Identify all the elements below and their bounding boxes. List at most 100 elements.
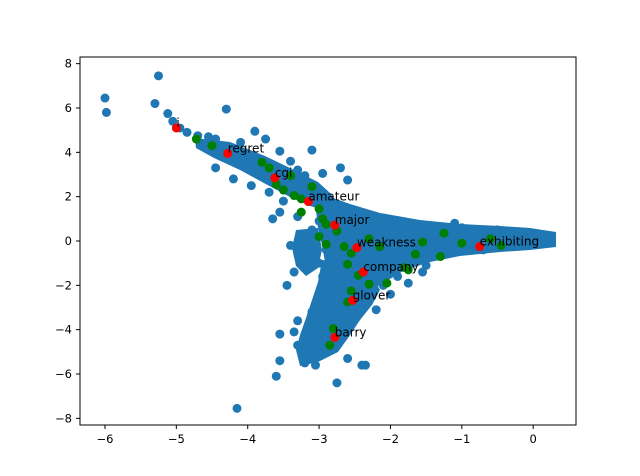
background-point xyxy=(275,207,285,217)
background-point xyxy=(353,256,363,266)
cloud-left-lobe xyxy=(292,228,322,276)
neighbor-point xyxy=(325,340,335,350)
word-label: glover xyxy=(353,288,391,302)
neighbor-point xyxy=(296,194,306,204)
background-point xyxy=(507,238,517,248)
word-label: barry xyxy=(335,325,367,339)
background-point xyxy=(500,229,510,239)
background-point xyxy=(300,171,310,181)
y-axis: −8 −6 −4 −2 0 2 4 6 8 xyxy=(55,57,80,425)
word-label: regret xyxy=(228,141,265,155)
background-point xyxy=(264,187,274,197)
background-point xyxy=(450,218,460,228)
background-point xyxy=(403,278,413,288)
neighbor-point xyxy=(346,286,356,296)
background-point xyxy=(393,216,403,226)
highlighted-point xyxy=(358,267,368,277)
y-tick-label: −6 xyxy=(55,367,72,381)
background-point xyxy=(343,175,353,185)
background-point xyxy=(211,163,221,173)
neighbor-point xyxy=(346,248,356,258)
background-point xyxy=(286,156,296,166)
background-point xyxy=(314,294,324,304)
background-point-cloud xyxy=(195,138,556,366)
background-point xyxy=(150,99,160,109)
highlighted-point xyxy=(348,295,358,305)
neighbor-point xyxy=(296,207,306,217)
word-label: amateur xyxy=(308,190,359,204)
y-tick-label: 8 xyxy=(65,57,72,71)
neighbor-point xyxy=(314,204,324,214)
background-point xyxy=(343,311,353,321)
background-point xyxy=(418,267,428,277)
neighbor-point xyxy=(382,278,392,288)
background-point xyxy=(307,307,317,317)
background-point xyxy=(278,196,288,206)
neighbor-point xyxy=(257,157,267,167)
background-point xyxy=(293,316,303,326)
highlighted-point xyxy=(270,173,280,183)
background-point xyxy=(546,236,556,246)
background-point xyxy=(101,107,111,117)
background-point xyxy=(261,134,271,144)
background-point xyxy=(286,240,296,250)
background-point xyxy=(360,360,370,370)
point-layer xyxy=(100,71,556,413)
background-point xyxy=(100,93,110,103)
background-point xyxy=(275,356,285,366)
neighbor-point xyxy=(328,324,338,334)
background-point xyxy=(168,116,178,126)
background-point xyxy=(371,249,381,259)
y-tick-label: −2 xyxy=(55,278,72,292)
background-point xyxy=(378,232,388,242)
background-point xyxy=(325,283,335,293)
background-point xyxy=(343,353,353,363)
neighbor-point xyxy=(364,234,374,244)
neighbor-point xyxy=(418,237,428,247)
neighbor-point xyxy=(264,163,274,173)
y-tick-label: −8 xyxy=(55,411,72,425)
background-point xyxy=(464,229,474,239)
background-point xyxy=(289,267,299,277)
background-point xyxy=(268,214,278,224)
word-label: cgi xyxy=(275,166,293,180)
neighbor-point xyxy=(286,171,296,181)
background-point xyxy=(311,360,321,370)
neighbor-point xyxy=(191,134,201,144)
background-point xyxy=(400,227,410,237)
neighbor-point xyxy=(321,239,331,249)
neighbor-point xyxy=(400,263,410,273)
background-point xyxy=(228,174,238,184)
neighbor-point xyxy=(343,259,353,269)
neighbor-point xyxy=(439,228,449,238)
background-point xyxy=(236,137,246,147)
background-point xyxy=(300,358,310,368)
background-point xyxy=(289,327,299,337)
background-point xyxy=(282,280,292,290)
x-tick-label: −2 xyxy=(382,432,399,446)
background-point xyxy=(385,223,395,233)
background-point xyxy=(385,289,395,299)
background-point xyxy=(521,240,531,250)
x-tick-label: −5 xyxy=(168,432,185,446)
background-point xyxy=(332,378,342,388)
y-tick-label: 0 xyxy=(65,234,72,248)
background-point xyxy=(535,238,545,248)
neighbor-point xyxy=(435,252,445,262)
highlighted-point xyxy=(330,220,340,230)
background-point xyxy=(421,260,431,270)
neighbor-point xyxy=(321,219,331,229)
background-point xyxy=(371,305,381,315)
neighbor-point xyxy=(485,234,495,244)
neighbor-point xyxy=(307,182,317,192)
background-point xyxy=(163,109,173,119)
word-label: i xyxy=(176,116,179,130)
background-point xyxy=(275,329,285,339)
background-point xyxy=(250,126,260,136)
background-point xyxy=(293,165,303,175)
highlighted-point xyxy=(475,242,485,252)
cloud-central-mass xyxy=(316,194,556,300)
background-point xyxy=(364,289,374,299)
background-point xyxy=(428,247,438,257)
